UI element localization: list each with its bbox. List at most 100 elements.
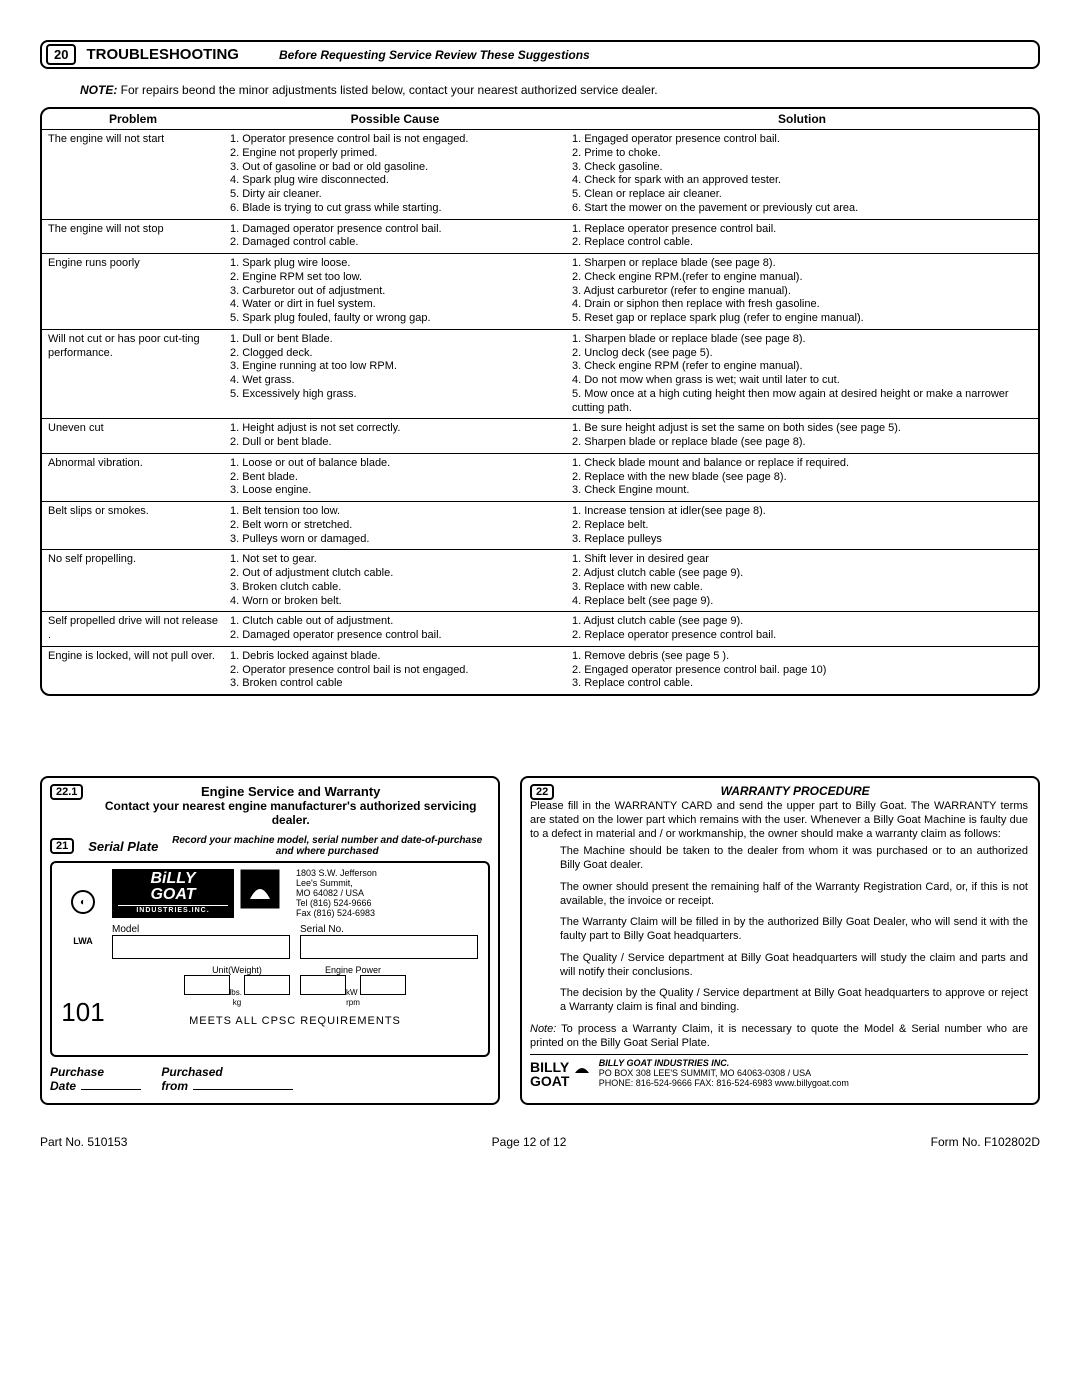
kg-box (244, 975, 290, 995)
col-cause: Possible Cause (224, 109, 566, 130)
serialno-box (300, 935, 478, 959)
company-address: 1803 S.W. JeffersonLee's Summit,MO 64082… (296, 869, 377, 918)
cell-solution: 1. Engaged operator presence control bai… (566, 130, 1038, 219)
footer-center: Page 12 of 12 (492, 1135, 567, 1149)
cell-solution: 1. Sharpen blade or replace blade (see p… (566, 329, 1038, 419)
warranty-note: Note: To process a Warranty Claim, it is… (530, 1023, 1028, 1051)
footer-phone-line: PHONE: 816-524-9666 FAX: 816-524-6983 ww… (599, 1078, 849, 1088)
footer-right: Form No. F102802D (931, 1135, 1040, 1149)
cell-problem: The engine will not start (42, 130, 224, 219)
logo-bot: GOAT (118, 887, 228, 903)
billy-goat-logo: BiLLY GOAT INDUSTRIES.INC. (112, 869, 234, 918)
warranty-p3: The owner should present the remaining h… (560, 881, 1028, 909)
troubleshooting-header: 20 TROUBLESHOOTING Before Requesting Ser… (40, 40, 1040, 69)
cell-problem: Belt slips or smokes. (42, 501, 224, 549)
warranty-footer: BILLY GOAT BILLY GOAT INDUSTRIES INC. PO… (530, 1054, 1028, 1089)
cell-problem: The engine will not stop (42, 219, 224, 254)
goat-icon (240, 869, 280, 909)
warranty-p1: Please fill in the WARRANTY CARD and sen… (530, 800, 1028, 840)
footer-logo-2: GOAT (530, 1073, 569, 1089)
footer-addr-line: PO BOX 308 LEE'S SUMMIT, MO 64063-0308 /… (599, 1068, 811, 1078)
engine-title-block: Engine Service and Warranty Contact your… (91, 784, 490, 827)
cell-solution: 1. Sharpen or replace blade (see page 8)… (566, 253, 1038, 329)
lbs-box (184, 975, 230, 995)
cell-solution: 1. Shift lever in desired gear 2. Adjust… (566, 549, 1038, 611)
cell-problem: Will not cut or has poor cut-ting perfor… (42, 329, 224, 419)
cell-solution: 1. Adjust clutch cable (see page 9). 2. … (566, 611, 1038, 646)
col-problem: Problem (42, 109, 224, 130)
warranty-num: 22 (530, 784, 554, 800)
cell-problem: Abnormal vibration. (42, 453, 224, 501)
warranty-p4: The Warranty Claim will be filled in by … (560, 916, 1028, 944)
cell-problem: Engine is locked, will not pull over. (42, 646, 224, 694)
cell-cause: 1. Damaged operator presence control bai… (224, 219, 566, 254)
warranty-p2: The Machine should be taken to the deale… (560, 845, 1028, 873)
cell-solution: 1. Increase tension at idler(see page 8)… (566, 501, 1038, 549)
cell-solution: 1. Remove debris (see page 5 ). 2. Engag… (566, 646, 1038, 694)
model-box (112, 935, 290, 959)
serial-101: 101 (61, 997, 104, 1028)
cell-cause: 1. Height adjust is not set correctly. 2… (224, 418, 566, 453)
lwa-label: LWA (73, 936, 93, 946)
engine-power-label: Engine Power (298, 965, 408, 975)
cell-cause: 1. Not set to gear. 2. Out of adjustment… (224, 549, 566, 611)
warranty-panel: 22 WARRANTY PROCEDURE Please fill in the… (520, 776, 1040, 1105)
logo-ind: INDUSTRIES.INC. (118, 905, 228, 914)
cell-problem: Self propelled drive will not release . (42, 611, 224, 646)
page-footer: Part No. 510153 Page 12 of 12 Form No. F… (40, 1135, 1040, 1149)
footer-left: Part No. 510153 (40, 1135, 127, 1149)
footer-company: BILLY GOAT INDUSTRIES INC. (599, 1058, 730, 1068)
logo-top: BiLLY (118, 871, 228, 887)
kg-label: kg (233, 998, 241, 1007)
cell-problem: Engine runs poorly (42, 253, 224, 329)
cell-solution: 1. Replace operator presence control bai… (566, 219, 1038, 254)
left-panel: 22.1 Engine Service and Warranty Contact… (40, 776, 500, 1105)
col-solution: Solution (566, 109, 1038, 130)
engine-sub: Contact your nearest engine manufacturer… (105, 799, 477, 827)
cell-solution: 1. Check blade mount and balance or repl… (566, 453, 1038, 501)
warranty-title: WARRANTY PROCEDURE (562, 784, 1028, 798)
serial-sub: Record your machine model, serial number… (164, 835, 490, 857)
lbs-label: lbs. (230, 988, 242, 997)
cell-problem: No self propelling. (42, 549, 224, 611)
footer-address: BILLY GOAT INDUSTRIES INC. PO BOX 308 LE… (599, 1059, 849, 1089)
table-row: The engine will not start1. Operator pre… (42, 130, 1038, 219)
cell-cause: 1. Operator presence control bail is not… (224, 130, 566, 219)
serialno-label: Serial No. (300, 924, 478, 935)
troubleshooting-table: Problem Possible Cause Solution The engi… (40, 107, 1040, 696)
cell-cause: 1. Clutch cable out of adjustment. 2. Da… (224, 611, 566, 646)
wnote-text: To process a Warranty Claim, it is neces… (530, 1023, 1028, 1049)
cell-cause: 1. Loose or out of balance blade. 2. Ben… (224, 453, 566, 501)
table-row: Belt slips or smokes.1. Belt tension too… (42, 501, 1038, 549)
cell-cause: 1. Spark plug wire loose. 2. Engine RPM … (224, 253, 566, 329)
purchased-from-field (193, 1089, 293, 1090)
warranty-body: Please fill in the WARRANTY CARD and sen… (530, 800, 1028, 1089)
section-title: TROUBLESHOOTING (86, 46, 239, 63)
goat-icon-small (573, 1061, 591, 1075)
table-row: Will not cut or has poor cut-ting perfor… (42, 329, 1038, 419)
note-line: NOTE: For repairs beond the minor adjust… (80, 83, 1040, 97)
section-number: 20 (46, 44, 76, 65)
rpm-label: rpm (346, 998, 360, 1007)
note-label: NOTE: (80, 83, 117, 97)
table-row: Engine is locked, will not pull over.1. … (42, 646, 1038, 694)
footer-logo: BILLY GOAT (530, 1061, 591, 1088)
cpsc-line: MEETS ALL CPSC REQUIREMENTS (112, 1015, 478, 1027)
table-row: Self propelled drive will not release .1… (42, 611, 1038, 646)
cell-solution: 1. Be sure height adjust is set the same… (566, 418, 1038, 453)
warranty-p5: The Quality / Service department at Bill… (560, 952, 1028, 980)
cell-cause: 1. Debris locked against blade. 2. Opera… (224, 646, 566, 694)
model-label: Model (112, 924, 290, 935)
engine-title: Engine Service and Warranty (201, 784, 380, 799)
cell-cause: 1. Belt tension too low. 2. Belt worn or… (224, 501, 566, 549)
note-text: For repairs beond the minor adjustments … (117, 83, 657, 97)
cell-cause: 1. Dull or bent Blade. 2. Clogged deck. … (224, 329, 566, 419)
wnote-label: Note: (530, 1023, 556, 1035)
table-row: Uneven cut1. Height adjust is not set co… (42, 418, 1038, 453)
kw-label: kW (346, 988, 358, 997)
table-row: Engine runs poorly1. Spark plug wire loo… (42, 253, 1038, 329)
rpm-box (360, 975, 406, 995)
engine-num: 22.1 (50, 784, 83, 800)
serial-title: Serial Plate (88, 839, 158, 854)
serial-plate: ◐ LWA 101 BiLLY GOAT INDUSTRIES.INC. 180… (50, 861, 490, 1057)
